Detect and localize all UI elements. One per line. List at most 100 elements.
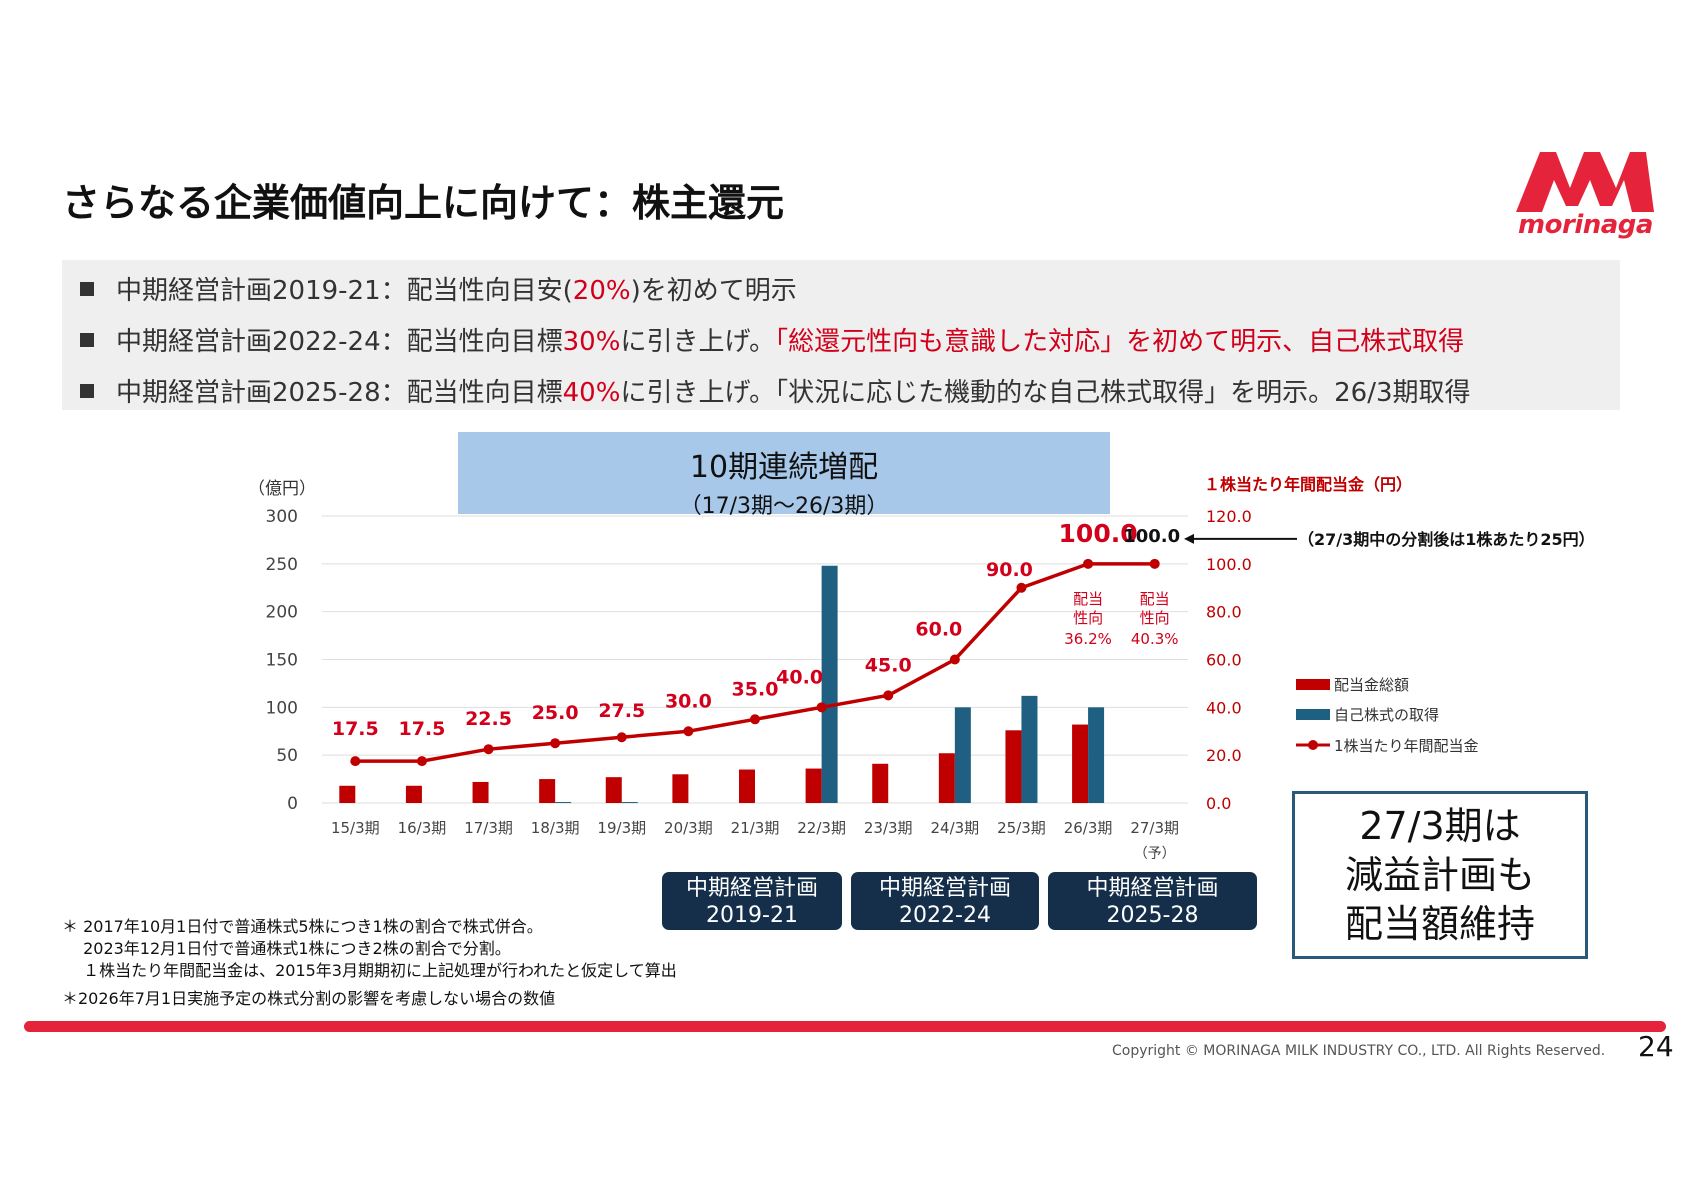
square-bullet-icon [80,383,94,398]
payout-label: 配当 [1140,590,1170,608]
dividend-total-bar [472,781,489,803]
payout-label: 配当 [1073,590,1103,608]
dividend-total-bar [672,774,689,803]
footnotes: ＊ 2017年10月1日付で普通株式5株につき1株の割合で株式併合。 2023年… [62,916,677,1010]
square-bullet-icon [80,281,94,296]
x-axis-tick-label: 20/3期 [664,819,713,837]
x-axis-tick-label: 21/3期 [731,819,780,837]
dividend-total-bar [1072,724,1089,803]
x-axis-tick-label: 25/3期 [997,819,1046,837]
x-axis-tick-label: 22/3期 [797,819,846,837]
x-axis-tick-label: 17/3期 [464,819,513,837]
page-number: 24 [1638,1030,1674,1063]
buyback-bar [555,802,572,804]
split-note: （27/3期中の分割後は1株あたり25円） [1298,530,1595,549]
payout-value: 36.2% [1064,630,1112,648]
left-axis-tick-label: 0 [287,794,298,814]
legend-swatch [1296,679,1330,690]
dividend-total-bar [539,779,556,803]
dividend-total-bar [938,753,955,803]
callout-line: 27/3期は [1359,804,1521,848]
dividend-per-share-point [1149,558,1160,569]
dividend-data-label: 100.0 [1123,526,1180,547]
x-axis-tick-label: 16/3期 [398,819,447,837]
dividend-data-label: 30.0 [665,690,712,712]
dividend-total-bar [405,785,422,803]
x-axis-tick-label: 19/3期 [597,819,646,837]
footnote: 2023年12月1日付で普通株式1株につき2株の割合で分割。 [62,939,511,958]
right-axis-tick-label: 120.0 [1206,507,1252,526]
plan-label: 中期経営計画 [878,876,1011,901]
right-axis-tick-label: 40.0 [1206,698,1242,717]
dividend-per-share-point [683,726,694,737]
callout-line: 配当額維持 [1344,902,1535,946]
x-axis-tick-label: 18/3期 [531,819,580,837]
dividend-per-share-point [816,702,827,713]
plan-label: 中期経営計画 [685,876,818,901]
callout-line: 減益計画も [1344,853,1535,897]
right-axis-tick-label: 100.0 [1206,555,1252,574]
payout-value: 40.3% [1131,630,1179,648]
buyback-bar [821,565,838,803]
buyback-bar [1088,707,1105,803]
logo-text: morinaga [1518,210,1653,240]
consecutive-increase-banner: 10期連続増配 （17/3期～26/3期） [458,432,1110,519]
footnote: １株当たり年間配当金は、2015年3月期期初に上記処理が行われたと仮定して算出 [62,961,677,980]
bullet-item-1: 中期経営計画2019-21：配当性向目安(20%)を初めて明示 [80,270,797,307]
dividend-per-share-point [550,738,561,749]
bullet-panel: 中期経営計画2019-21：配当性向目安(20%)を初めて明示 中期経営計画20… [62,260,1620,410]
left-axis-tick-label: 200 [266,603,298,623]
footnote: ＊2026年7月1日実施予定の株式分割の影響を考慮しない場合の数値 [62,989,556,1008]
buyback-bar [1021,695,1038,803]
dividend-per-share-point [883,690,894,701]
arrow-head-icon [1184,533,1194,544]
bullet-item-2: 中期経営計画2022-24：配当性向目標30%に引き上げ。「総還元性向も意識した… [80,321,1464,358]
square-bullet-icon [80,332,94,347]
dividend-data-label: 27.5 [598,700,645,722]
dividend-data-label: 25.0 [532,702,579,724]
dividend-data-label: 60.0 [915,619,962,641]
dividend-chart: 300 120.0 250 100.0 200 80.0 150 60.0 100 40.0 50 2… [248,475,1595,862]
dividend-total-bar [339,785,356,803]
buyback-bar [621,802,638,804]
morinaga-logo [1516,152,1654,212]
dividend-per-share-point [350,756,361,767]
payout-label: 性向 [1073,609,1103,627]
x-axis-tick-label: 27/3期 [1130,819,1179,837]
x-axis-tick-label: 15/3期 [331,819,380,837]
banner-title: 10期連続増配 [689,450,879,485]
plan-box-2019-21: 中期経営計画 2019-21 [662,872,842,930]
dividend-total-bar [872,763,889,803]
plan-box-2022-24: 中期経営計画 2022-24 [851,872,1039,930]
x-axis-tick-label: 23/3期 [864,819,913,837]
dividend-data-label: 22.5 [465,708,512,730]
dividend-per-share-point [949,654,960,665]
dividend-per-share-point [616,732,627,743]
page-title: さらなる企業価値向上に向けて：株主還元 [62,181,785,225]
left-axis-tick-label: 100 [266,698,298,718]
x-axis-tick-label: 26/3期 [1064,819,1113,837]
footnote: ＊ 2017年10月1日付で普通株式5株につき1株の割合で株式併合。 [62,917,543,936]
dividend-maintained-callout: 27/3期は 減益計画も 配当額維持 [1292,791,1588,959]
dividend-per-share-point [416,756,427,767]
right-axis-tick-label: 0.0 [1206,794,1231,813]
banner-subtitle: （17/3期～26/3期） [679,494,889,519]
plan-box-2025-28: 中期経営計画 2025-28 [1048,872,1257,930]
dividend-data-label: 17.5 [398,718,445,740]
right-axis-tick-label: 20.0 [1206,746,1242,765]
right-axis-title: １株当たり年間配当金（円） [1204,475,1412,494]
left-axis-tick-label: 300 [266,507,298,527]
left-axis-unit: （億円） [248,479,316,499]
footer-divider [24,1021,1666,1032]
copyright: Copyright © MORINAGA MILK INDUSTRY CO., … [1112,1043,1606,1059]
right-axis-tick-label: 60.0 [1206,651,1242,670]
dividend-total-bar [605,777,622,803]
dividend-data-label: 90.0 [986,559,1033,581]
dividend-data-label: 100.0 [1059,519,1138,548]
plan-label: 中期経営計画 [1086,876,1219,901]
left-axis-tick-label: 50 [276,746,298,766]
dividend-total-bar [805,768,822,803]
dividend-total-bar [739,769,755,803]
legend-swatch [1296,709,1330,720]
x-axis-forecast-note: （予） [1134,846,1176,862]
